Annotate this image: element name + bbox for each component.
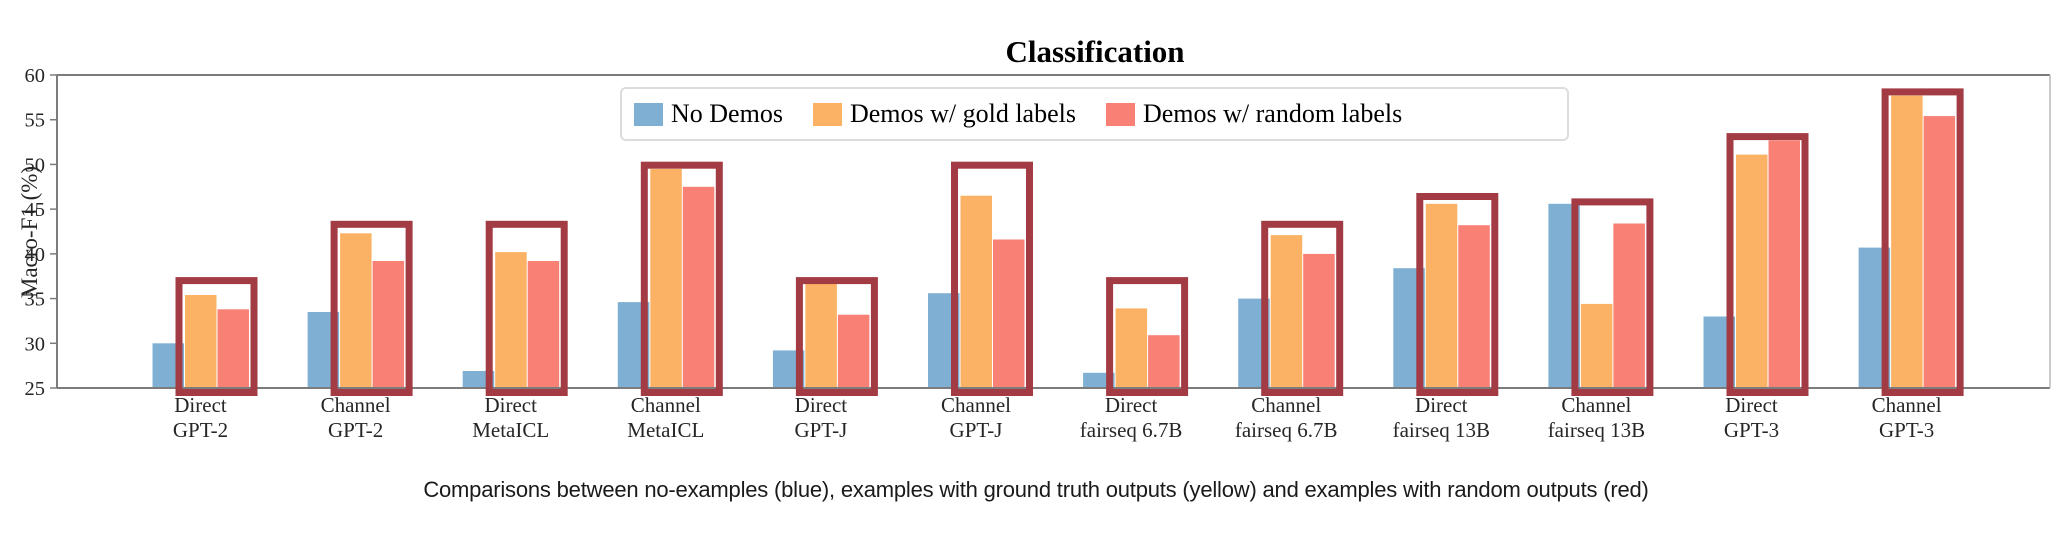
chart-title: Classification: [1005, 34, 1185, 69]
bar: [1923, 116, 1956, 388]
bar: [1891, 95, 1923, 388]
bar: [682, 186, 715, 388]
x-tick-label: Channel GPT-2: [321, 393, 391, 442]
highlight-box: [640, 161, 723, 396]
bar: [372, 261, 405, 388]
legend-item-no-demos: No Demos: [634, 99, 783, 129]
bar: [217, 309, 249, 388]
bar: [960, 195, 992, 388]
bar: [1270, 235, 1303, 388]
highlight-box: [1726, 133, 1809, 396]
legend-item-gold-labels: Demos w/ gold labels: [812, 99, 1076, 129]
figure-caption: Comparisons between no-examples (blue), …: [423, 477, 1649, 502]
highlight-box: [795, 277, 878, 397]
legend-label-random-labels: Demos w/ random labels: [1142, 99, 1403, 128]
legend-swatch-no-demos: [634, 102, 663, 126]
bar: [527, 261, 560, 388]
legend-swatch-gold-labels: [812, 102, 842, 126]
highlight-box: [330, 220, 413, 396]
bar: [340, 233, 372, 388]
legend-label-no-demos: No Demos: [671, 99, 783, 128]
bar: [837, 314, 870, 388]
x-tick-label: Channel MetaICL: [627, 393, 704, 442]
x-tick-label: Direct GPT-J: [794, 393, 847, 442]
legend: No Demos Demos w/ gold labels Demos w/ r…: [620, 87, 1569, 141]
bar: [1613, 223, 1645, 388]
x-tick-label: Direct fairseq 13B: [1393, 393, 1490, 442]
highlight-box: [1881, 88, 1964, 397]
bar: [1736, 154, 1768, 388]
x-tick-label: Direct fairseq 6.7B: [1080, 393, 1183, 442]
bar: [1303, 253, 1335, 388]
highlight-box: [1261, 220, 1344, 396]
bar: [1115, 308, 1148, 388]
x-tick-label: Channel GPT-3: [1872, 393, 1942, 442]
bar: [1148, 335, 1180, 388]
y-tick-label: 35: [25, 289, 46, 311]
x-tick-label: Direct GPT-2: [173, 393, 228, 442]
x-tick-label: Channel fairseq 6.7B: [1235, 393, 1338, 442]
bar: [495, 252, 527, 388]
y-axis-label: Macro-F1 (%): [17, 165, 42, 299]
bar: [1425, 203, 1458, 388]
x-tick-label: Channel GPT-J: [941, 393, 1011, 442]
bar: [805, 283, 837, 388]
bar: [993, 239, 1025, 388]
x-tick-label: Direct MetaICL: [472, 393, 549, 442]
y-tick-label: 60: [25, 65, 46, 87]
highlight-box: [1106, 277, 1189, 397]
highlight-box: [485, 220, 568, 396]
y-tick-label: 30: [25, 333, 46, 355]
legend-item-random-labels: Demos w/ random labels: [1105, 99, 1403, 129]
legend-swatch-random-labels: [1105, 102, 1135, 126]
legend-label-gold-labels: Demos w/ gold labels: [849, 99, 1076, 128]
y-tick-label: 40: [25, 244, 46, 266]
y-tick-label: 50: [25, 154, 46, 176]
highlight-box: [1571, 198, 1654, 396]
bar: [650, 168, 682, 388]
x-tick-label: Channel fairseq 13B: [1548, 393, 1645, 442]
bar: [185, 295, 217, 388]
bar: [1458, 225, 1490, 388]
bar: [1580, 303, 1613, 388]
y-tick-label: 45: [25, 199, 46, 221]
highlight-box: [1416, 193, 1499, 396]
y-tick-label: 25: [25, 378, 46, 400]
highlight-box: [175, 277, 258, 397]
bar: [1768, 140, 1800, 388]
highlight-box: [951, 161, 1033, 396]
x-tick-label: Direct GPT-3: [1724, 393, 1779, 442]
y-tick-label: 55: [25, 110, 46, 132]
